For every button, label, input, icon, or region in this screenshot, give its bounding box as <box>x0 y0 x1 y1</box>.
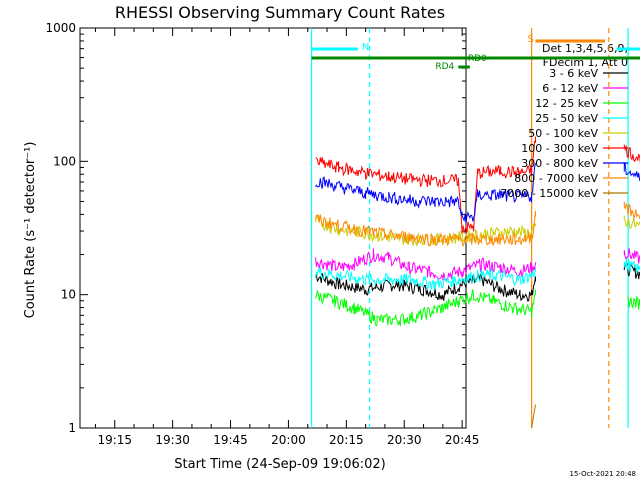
legend-header-line-1: Det 1,3,4,5,6,9, <box>542 42 628 55</box>
y-tick-label: 10 <box>61 288 76 302</box>
legend-entry-label: 6 - 12 keV <box>542 82 598 95</box>
flag-label: N <box>362 42 369 53</box>
x-tick-label: 19:30 <box>155 433 190 447</box>
y-axis-label: Count Rate (s⁻¹ detector⁻¹) <box>23 142 38 319</box>
series-line-12-25-kev <box>316 289 640 326</box>
legend-entry-label: 300 - 800 keV <box>521 157 598 170</box>
x-tick-label: 19:45 <box>213 433 248 447</box>
flag-label-rd4: RD4 <box>435 62 454 72</box>
chart-title: RHESSI Observing Summary Count Rates <box>115 3 445 22</box>
x-tick-label: 20:30 <box>387 433 422 447</box>
legend-entry-label: 50 - 100 keV <box>528 127 598 140</box>
flag-label: S <box>527 34 533 45</box>
flag-label-rd0: RD0 <box>468 54 487 64</box>
legend-entry-label: 800 - 7000 keV <box>514 172 598 185</box>
x-tick-label: 20:00 <box>271 433 306 447</box>
y-tick-label: 1000 <box>45 21 76 35</box>
legend-entry-label: 7000 - 15000 keV <box>500 187 598 200</box>
plot-frame <box>80 28 466 428</box>
y-tick-label: 1 <box>68 421 76 435</box>
plot-area: 1 10 100 1000 19:15 19:30 19:45 20:00 20:15 20:30… <box>45 21 640 447</box>
legend-entry-label: 25 - 50 keV <box>535 112 598 125</box>
x-axis-label: Start Time (24-Sep-09 19:06:02) <box>174 457 385 472</box>
legend-entry-label: 12 - 25 keV <box>535 97 598 110</box>
footer-timestamp: 15-Oct-2021 20:48 <box>570 470 636 478</box>
legend-entry-label: 3 - 6 keV <box>549 67 598 80</box>
y-tick-label: 100 <box>53 154 76 168</box>
series-line-3-6-kev <box>316 263 640 301</box>
series-line-800-7000-kev <box>316 202 640 246</box>
legend-entry-label: 100 - 300 keV <box>521 142 598 155</box>
x-tick-label: 19:15 <box>97 433 132 447</box>
x-tick-label: 20:45 <box>445 433 480 447</box>
x-tick-label: 20:15 <box>329 433 364 447</box>
